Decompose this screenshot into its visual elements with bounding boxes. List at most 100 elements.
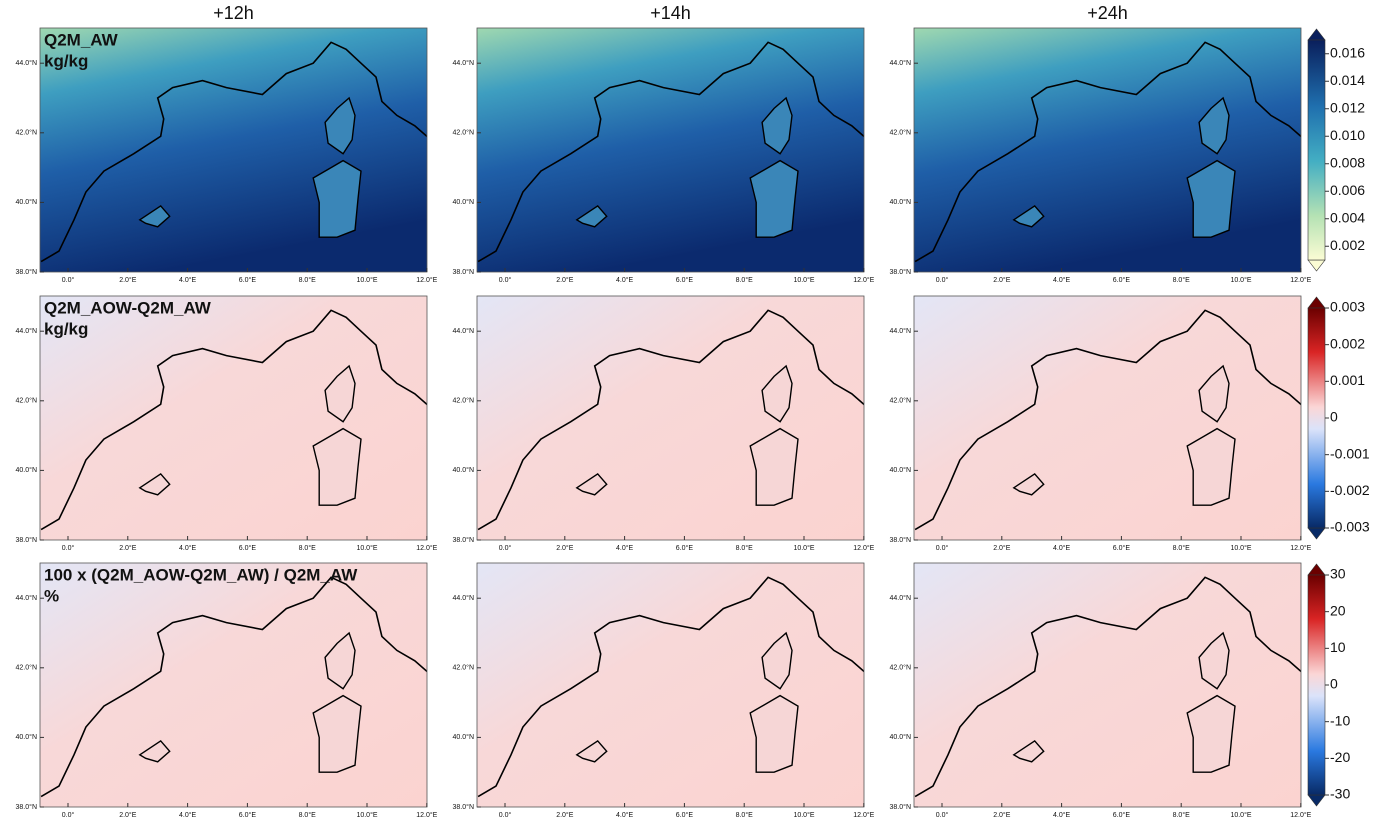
lat-tick-label: 38.0°N [453,536,474,544]
lon-tick-label: 8.0°E [299,544,317,552]
lon-tick-label: 8.0°E [736,276,754,284]
row-label: Q2M_AW [44,30,119,49]
lon-tick-label: 4.0°E [616,811,634,819]
island [749,427,799,506]
panel-frame [39,27,428,273]
island [138,204,171,228]
lon-tick-label: 12.0°E [416,811,437,819]
lat-tick-label: 40.0°N [890,466,911,474]
colorbar-end [1307,259,1326,272]
island [1198,96,1230,155]
island [138,472,171,496]
coastline [477,41,864,263]
lon-tick-label: 10.0°E [356,276,377,284]
lon-tick-label: 6.0°E [239,811,257,819]
colorbar-tick-label: -10 [1330,712,1350,728]
coastline [40,309,427,531]
lon-tick-label: 12.0°E [853,811,874,819]
map-field [477,296,864,540]
lat-tick-label: 38.0°N [453,268,474,276]
lat-tick-label: 42.0°N [453,129,474,137]
lon-tick-label: 6.0°E [1113,276,1131,284]
lon-tick-label: 2.0°E [119,544,137,552]
lon-tick-label: 4.0°E [1053,544,1071,552]
colorbar-tick-label: 30 [1330,566,1346,582]
colorbar-tick-label: 20 [1330,602,1346,618]
lon-tick-label: 2.0°E [556,276,574,284]
lon-tick-label: 0.0° [499,276,512,284]
lon-tick-label: 0.0° [936,276,949,284]
map-panel [40,28,427,272]
lon-tick-label: 0.0° [62,276,75,284]
lat-tick-label: 44.0°N [453,327,474,335]
panel-frame [913,27,1302,273]
lon-tick-label: 6.0°E [1113,811,1131,819]
lon-tick-label: 6.0°E [239,276,257,284]
lon-tick-label: 12.0°E [1290,544,1311,552]
lat-tick-label: 40.0°N [16,198,37,206]
lon-tick-label: 12.0°E [1290,811,1311,819]
lon-tick-label: 12.0°E [853,544,874,552]
row-label: % [44,586,59,605]
lon-tick-label: 0.0° [62,544,75,552]
lon-tick-label: 10.0°E [793,544,814,552]
island [1186,694,1236,773]
lon-tick-label: 4.0°E [1053,811,1071,819]
lat-tick-label: 38.0°N [890,268,911,276]
island [1198,364,1230,423]
map-field [477,28,864,272]
panel-frame [476,295,865,541]
colorbar-tick-label: 0.006 [1330,182,1365,198]
coastline [914,41,1301,263]
panel-frame [39,295,428,541]
lon-tick-label: 8.0°E [299,276,317,284]
lon-tick-label: 2.0°E [556,544,574,552]
colorbar-tick-label: 0.002 [1330,335,1365,351]
lat-tick-label: 42.0°N [16,397,37,405]
coastline [477,576,864,798]
lon-tick-label: 8.0°E [1173,811,1191,819]
lat-tick-label: 44.0°N [16,59,37,67]
map-panel [914,28,1301,272]
lon-tick-label: 2.0°E [993,544,1011,552]
colorbar-end [1307,794,1326,807]
row-label: kg/kg [44,319,88,338]
lon-tick-label: 10.0°E [793,276,814,284]
map-field [914,28,1301,272]
island [312,694,362,773]
colorbar-tick-label: 0 [1330,676,1338,692]
lon-tick-label: 0.0° [936,811,949,819]
lat-tick-label: 44.0°N [16,594,37,602]
colorbar-tick-label: 0.012 [1330,99,1365,115]
lon-tick-label: 10.0°E [1230,811,1251,819]
lat-tick-label: 44.0°N [453,59,474,67]
lat-tick-label: 42.0°N [890,397,911,405]
colorbar-tick-label: -20 [1330,749,1350,765]
colorbar-end [1307,563,1326,576]
map-field [914,296,1301,540]
lat-tick-label: 42.0°N [890,664,911,672]
lat-tick-label: 40.0°N [453,733,474,741]
island [1186,159,1236,238]
map-panel [40,563,427,807]
lon-tick-label: 2.0°E [993,276,1011,284]
colorbar [1307,574,1326,796]
lon-tick-label: 12.0°E [853,276,874,284]
colorbar-tick-label: 0.003 [1330,299,1365,315]
lat-tick-label: 38.0°N [16,803,37,811]
lon-tick-label: 2.0°E [993,811,1011,819]
lon-tick-label: 4.0°E [179,276,197,284]
island [761,96,793,155]
island [761,631,793,690]
lon-tick-label: 6.0°E [239,544,257,552]
island [324,364,356,423]
lat-tick-label: 40.0°N [453,198,474,206]
island [575,204,608,228]
lon-tick-label: 8.0°E [1173,544,1191,552]
island [324,631,356,690]
lat-tick-label: 42.0°N [16,129,37,137]
lon-tick-label: 8.0°E [299,811,317,819]
lat-tick-label: 44.0°N [453,594,474,602]
colorbar-tick-label: -0.003 [1330,519,1370,535]
column-title: +14h [650,3,691,23]
